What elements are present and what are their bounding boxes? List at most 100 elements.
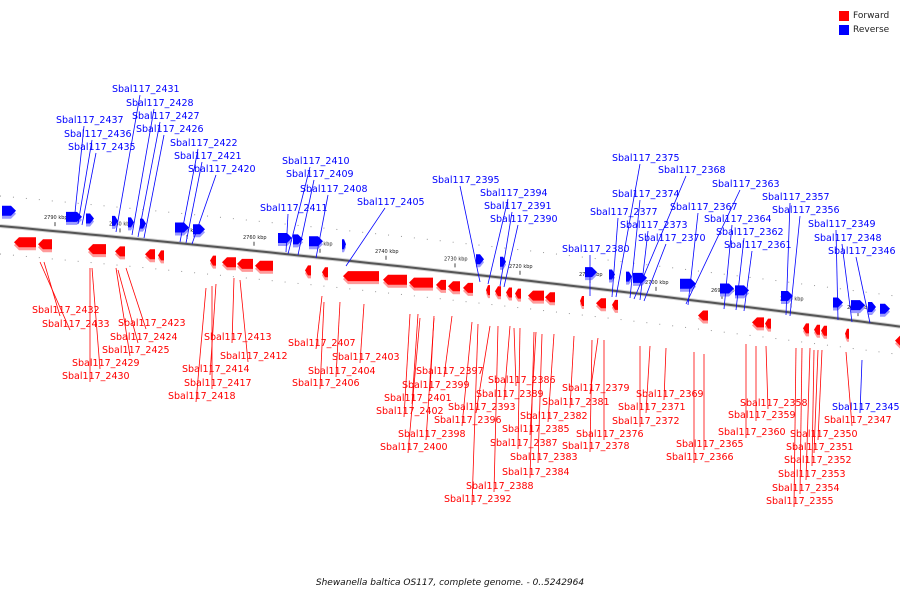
reverse-gene bbox=[140, 218, 146, 229]
reverse-gene bbox=[680, 278, 696, 289]
reverse-gene-label: Sbal117_2370 bbox=[638, 233, 706, 244]
reverse-gene-label: Sbal117_2437 bbox=[56, 115, 124, 126]
reverse-gene-label: Sbal117_2361 bbox=[724, 240, 792, 251]
forward-gene bbox=[821, 325, 827, 336]
forward-gene-label-leader bbox=[517, 327, 521, 450]
forward-gene bbox=[448, 281, 460, 292]
reverse-gene-label-leader bbox=[459, 185, 481, 283]
axis-tick-label: 2780 kbp bbox=[109, 221, 133, 227]
reverse-gene-label: Sbal117_2428 bbox=[126, 98, 194, 109]
reverse-gene-label: Sbal117_2409 bbox=[286, 169, 354, 180]
reverse-gene bbox=[476, 254, 484, 265]
reverse-gene-label: Sbal117_2421 bbox=[174, 151, 242, 162]
forward-gene-label: Sbal117_2414 bbox=[182, 364, 250, 375]
reverse-gene-label-leader bbox=[285, 213, 289, 253]
forward-gene-label: Sbal117_2412 bbox=[220, 351, 288, 362]
reverse-gene-label: Sbal117_2367 bbox=[670, 202, 738, 213]
forward-gene-label: Sbal117_2430 bbox=[62, 371, 130, 382]
forward-gene bbox=[765, 318, 771, 329]
forward-gene-label: Sbal117_2347 bbox=[824, 415, 892, 426]
forward-gene-label-leader bbox=[493, 325, 499, 493]
forward-gene-label-leader bbox=[239, 279, 249, 363]
forward-gene-label-leader bbox=[529, 331, 535, 479]
reverse-swatch bbox=[839, 25, 849, 35]
reverse-gene bbox=[880, 303, 890, 314]
reverse-gene bbox=[66, 211, 82, 222]
forward-gene-label-leader bbox=[503, 325, 511, 401]
reverse-gene-label: Sbal117_2390 bbox=[490, 214, 558, 225]
forward-gene bbox=[322, 267, 328, 278]
axis-tick-label: 2790 kbp bbox=[44, 215, 68, 221]
forward-gene-label-leader bbox=[407, 317, 421, 454]
reverse-gene-label: Sbal117_2345 bbox=[832, 402, 900, 413]
reverse-gene-label: Sbal117_2380 bbox=[562, 244, 630, 255]
forward-gene-label-leader bbox=[547, 333, 555, 423]
forward-gene-label: Sbal117_2383 bbox=[510, 452, 578, 463]
reverse-gene bbox=[2, 205, 16, 216]
axis-tick-label: 2730 kbp bbox=[444, 256, 468, 262]
forward-gene-label-leader bbox=[319, 301, 325, 390]
reverse-gene-label: Sbal117_2348 bbox=[814, 233, 882, 244]
reverse-gene-label-leader bbox=[73, 125, 85, 223]
forward-gene bbox=[409, 277, 433, 288]
reverse-gene bbox=[851, 300, 865, 311]
reverse-gene-label-leader bbox=[503, 224, 519, 288]
forward-gene-label-leader bbox=[663, 347, 667, 401]
reverse-gene bbox=[626, 271, 632, 282]
forward-gene-label: Sbal117_2355 bbox=[766, 496, 834, 507]
forward-gene bbox=[436, 279, 446, 290]
forward-gene-label-leader bbox=[805, 347, 811, 481]
forward-gene bbox=[463, 282, 473, 293]
axis-tick-label: 2720 kbp bbox=[509, 264, 533, 270]
forward-gene bbox=[612, 299, 618, 310]
forward-gene bbox=[895, 335, 900, 346]
forward-gene bbox=[14, 237, 36, 248]
forward-gene-label-leader bbox=[529, 331, 537, 436]
reverse-gene-label-leader bbox=[315, 194, 329, 259]
reverse-gene-label-leader bbox=[179, 148, 199, 243]
reverse-gene-label: Sbal117_2357 bbox=[762, 192, 830, 203]
reverse-gene-label: Sbal117_2435 bbox=[68, 142, 136, 153]
forward-track bbox=[0, 253, 900, 356]
forward-gene-label: Sbal117_2386 bbox=[488, 375, 556, 386]
forward-gene bbox=[528, 290, 544, 301]
forward-gene-label-leader bbox=[403, 313, 411, 418]
forward-gene-label: Sbal117_2401 bbox=[384, 393, 452, 404]
forward-gene-label: Sbal117_2393 bbox=[448, 402, 516, 413]
forward-gene-label-leader bbox=[817, 349, 823, 441]
forward-gene bbox=[115, 246, 125, 257]
forward-gene bbox=[145, 249, 155, 260]
reverse-gene-label: Sbal117_2363 bbox=[712, 179, 780, 190]
forward-gene-label: Sbal117_2385 bbox=[502, 424, 570, 435]
reverse-gene bbox=[278, 233, 292, 243]
forward-gene-label: Sbal117_2418 bbox=[168, 391, 236, 402]
reverse-gene-label: Sbal117_2422 bbox=[170, 138, 238, 149]
reverse-gene-label-leader bbox=[643, 243, 667, 302]
forward-gene bbox=[698, 310, 708, 321]
reverse-gene bbox=[868, 302, 876, 312]
forward-gene-label-leader bbox=[799, 347, 803, 495]
forward-gene bbox=[486, 285, 490, 296]
reverse-gene-label-leader bbox=[835, 229, 839, 321]
reverse-gene-label-leader bbox=[629, 199, 641, 299]
axis-tick-label: 2740 kbp bbox=[375, 249, 399, 255]
forward-gene-label-leader bbox=[813, 349, 819, 454]
forward-gene-label: Sbal117_2403 bbox=[332, 352, 400, 363]
forward-gene-label: Sbal117_2360 bbox=[718, 427, 786, 438]
reverse-gene-label-leader bbox=[611, 217, 619, 298]
forward-gene-label: Sbal117_2424 bbox=[110, 332, 178, 343]
forward-gene-label: Sbal117_2397 bbox=[416, 366, 484, 377]
forward-gene-label: Sbal117_2351 bbox=[786, 442, 854, 453]
reverse-gene-label-leader bbox=[143, 134, 165, 239]
forward-gene bbox=[305, 265, 311, 276]
forward-gene-label-leader bbox=[359, 303, 365, 364]
forward-gene-label: Sbal117_2406 bbox=[292, 378, 360, 389]
forward-gene-label: Sbal117_2381 bbox=[542, 397, 610, 408]
forward-gene-label: Sbal117_2433 bbox=[42, 319, 110, 330]
reverse-gene-label: Sbal117_2373 bbox=[620, 220, 688, 231]
reverse-gene-label-leader bbox=[615, 163, 641, 298]
forward-gene-label-leader bbox=[411, 313, 419, 405]
reverse-gene-label: Sbal117_2356 bbox=[772, 205, 840, 216]
forward-gene-label: Sbal117_2365 bbox=[676, 439, 744, 450]
forward-gene-label: Sbal117_2378 bbox=[562, 441, 630, 452]
